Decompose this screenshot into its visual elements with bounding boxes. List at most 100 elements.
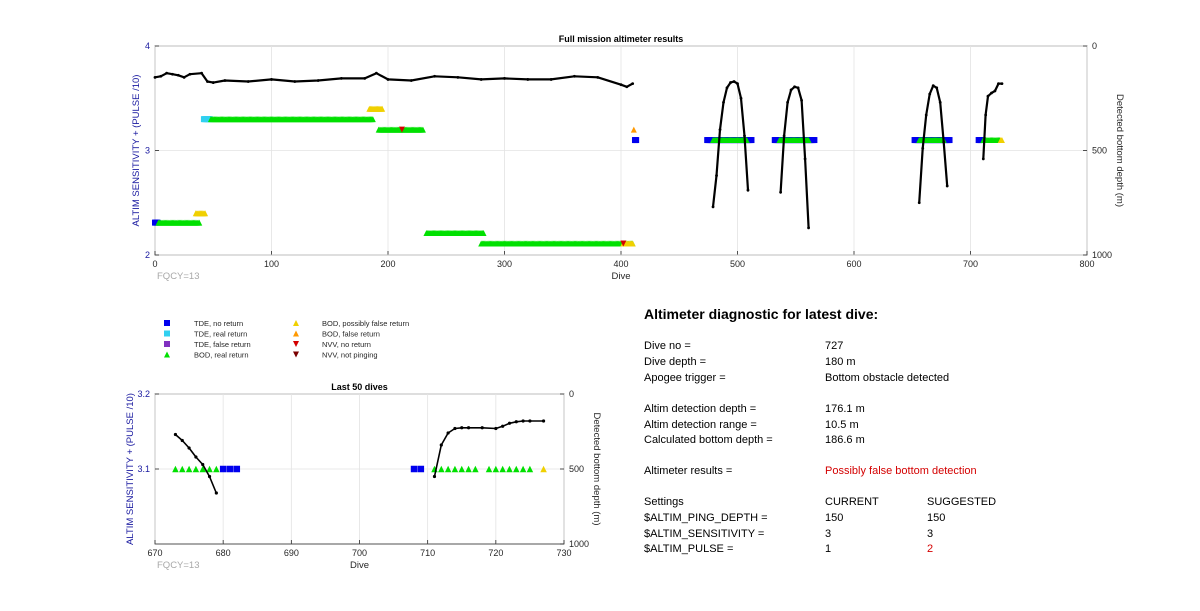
depth-point [171,72,174,76]
data-marker [485,465,493,473]
data-marker [398,126,405,133]
data-marker [630,126,637,133]
depth-point [782,134,786,138]
y2-axis-label: Detected bottom depth (m) [1114,94,1125,207]
x-tick-label: 690 [284,548,299,558]
x-tick-label: 730 [556,548,571,558]
data-marker [179,465,186,473]
data-marker [369,116,376,123]
depth-point [456,75,460,79]
data-marker [519,465,527,473]
legend-marker [293,330,299,337]
data-marker [540,465,547,473]
depth-point [786,101,789,104]
depth-point [528,419,532,423]
depth-point [201,462,205,467]
data-marker [172,465,179,473]
depth-point [200,71,204,75]
y-tick-label: 3.2 [137,389,150,399]
data-marker [451,465,459,473]
data-marker [202,210,209,217]
x-tick-label: 800 [1079,259,1094,269]
legend-label: BOD, real return [194,351,249,360]
data-marker [213,465,220,473]
data-marker [206,465,213,473]
y2-tick-label: 0 [569,389,574,399]
depth-point [718,128,722,132]
depth-point [746,188,750,192]
diag-key: Altim detection depth = [644,403,757,415]
setting-suggested: 150 [927,512,946,524]
x-tick-label: 680 [216,548,231,558]
depth-point [732,80,736,83]
legend-marker [293,351,299,358]
data-marker [811,137,818,144]
depth-point [503,76,506,80]
diag-key: Calculated bottom depth = [644,434,773,446]
depth-point [316,79,320,82]
y2-tick-label: 0 [1092,41,1097,51]
depth-point [743,134,746,138]
depth-point [997,82,1000,86]
depth-point [807,226,810,230]
y2-tick-label: 500 [1092,146,1107,156]
data-marker [629,240,636,247]
depth-point [165,71,169,75]
depth-point [993,89,997,93]
diag-value: 10.5 m [825,419,859,431]
depth-point [187,446,191,450]
diag-key: Altim detection range = [644,419,757,431]
setting-current: 150 [825,512,844,524]
depth-point [223,79,227,82]
last-50-dives-chart: 670 680 690 700 710 720 730 3.1 3.2 0 500 1000 Last … [125,382,602,571]
depth-point [945,184,949,188]
y2-axis-label: Detected bottom depth (m) [591,413,602,526]
depth-point [715,174,718,177]
x-tick-label: 400 [613,259,628,269]
y2-tick-label: 500 [569,464,584,474]
legend-label: TDE, false return [194,340,251,349]
y-axis-label: ALTIM SENSITIVITY + (PULSE /10) [131,75,142,227]
legend-marker [164,341,170,347]
diag-value: 180 m [825,356,856,368]
legend-label: BOD, possibly false return [322,319,409,328]
depth-point [625,85,629,89]
depth-point [711,205,715,209]
depth-point [942,140,946,144]
depth-point [270,78,273,81]
x-tick-label: 700 [963,259,978,269]
depth-point [480,426,484,430]
depth-point [736,82,739,86]
depth-point [526,78,530,81]
depth-point [409,79,413,82]
diagnostic-title: Altimeter diagnostic for latest dive: [644,306,879,322]
setting-current: 3 [825,528,832,540]
legend-marker [164,330,170,337]
x-tick-label: 600 [846,259,861,269]
data-marker [458,465,465,473]
data-marker [513,465,520,473]
depth-point [159,74,163,78]
depth-point [986,94,990,98]
data-marker [226,465,234,473]
x-tick-label: 500 [730,259,745,269]
data-marker [196,219,203,226]
legend-label: TDE, real return [194,330,247,339]
depth-point [514,420,518,424]
setting-suggested: 3 [927,528,934,540]
data-marker [219,465,227,473]
y-tick-label: 4 [145,41,150,51]
legend-label: NVV, no return [322,340,371,349]
diag-value: 186.6 m [825,434,865,446]
data-marker [492,465,500,473]
data-marker [805,137,812,144]
depth-point [631,82,635,86]
depth-point [466,426,471,430]
depth-point [789,88,793,92]
depth-point [725,86,729,90]
x-axis-label: Dive [350,560,369,571]
depth-point [460,426,464,430]
data-marker [410,465,418,473]
fqcy-annotation: FQCY=13 [157,271,200,282]
